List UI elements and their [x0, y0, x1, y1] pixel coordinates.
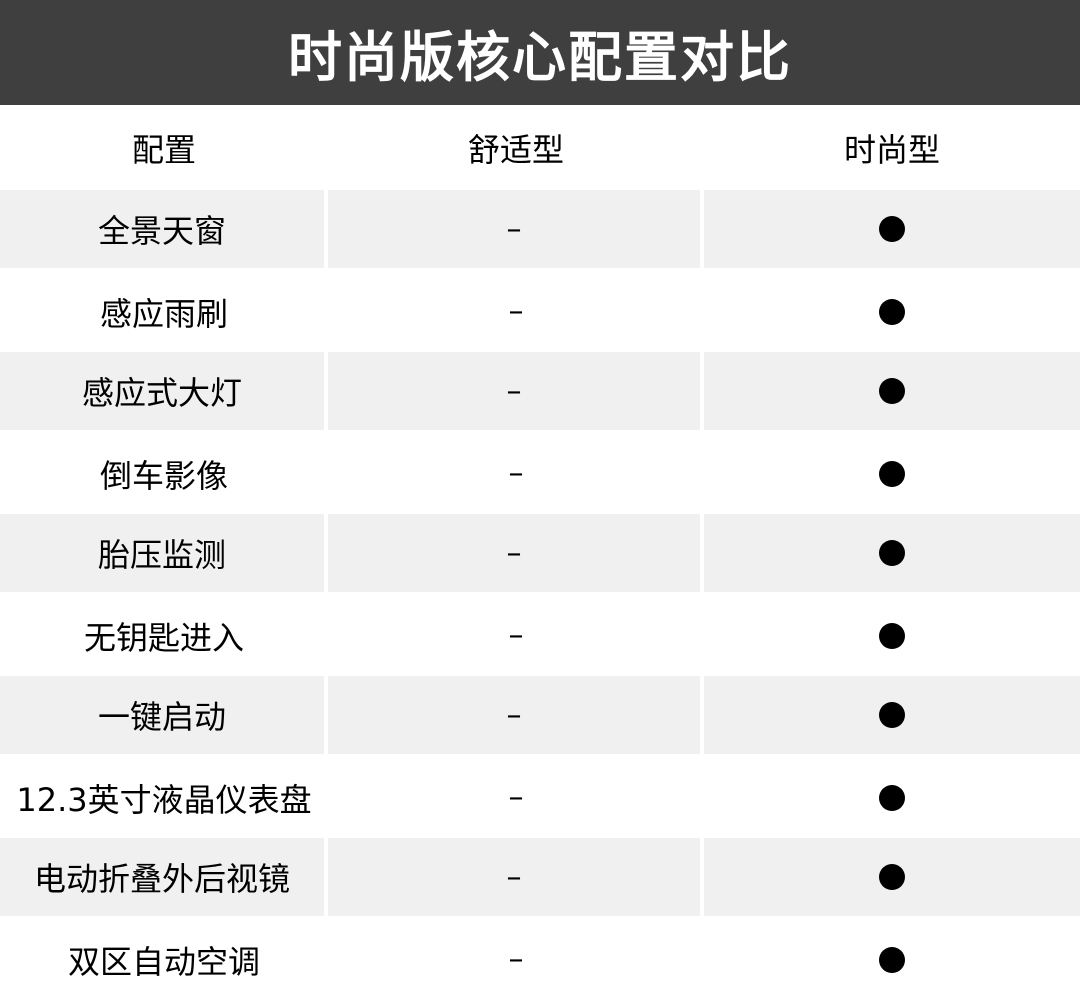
- comfort-value: –: [328, 838, 704, 919]
- comfort-value: –: [508, 294, 524, 329]
- fashion-value: [704, 352, 1080, 433]
- feature-name: 感应式大灯: [0, 352, 328, 433]
- fashion-value: [704, 838, 1080, 919]
- table-row: 感应式大灯 –: [0, 352, 1080, 433]
- comfort-value: –: [328, 676, 704, 757]
- header-config: 配置: [131, 130, 196, 169]
- fashion-value: [704, 514, 1080, 595]
- header-comfort: 舒适型: [467, 130, 564, 169]
- fashion-value: [704, 757, 1080, 838]
- fashion-value: [704, 595, 1080, 676]
- comfort-value: –: [508, 942, 524, 977]
- feature-name: 无钥匙进入: [83, 618, 244, 657]
- fashion-value: [704, 676, 1080, 757]
- feature-name: 胎压监测: [0, 514, 328, 595]
- fashion-value: [704, 190, 1080, 271]
- table-row: 一键启动 –: [0, 676, 1080, 757]
- table-row: 双区自动空调 –: [0, 919, 1080, 1000]
- table-row: 倒车影像 –: [0, 433, 1080, 514]
- standard-dot-icon: [879, 702, 905, 728]
- table-header: 配置 舒适型 时尚型: [0, 105, 1080, 190]
- table-row: 12.3英寸液晶仪表盘 –: [0, 757, 1080, 838]
- page-title: 时尚版核心配置对比: [0, 0, 1080, 105]
- standard-dot-icon: [879, 622, 905, 649]
- table-row: 全景天窗 –: [0, 190, 1080, 271]
- feature-name: 全景天窗: [0, 190, 328, 271]
- comfort-value: –: [328, 514, 704, 595]
- standard-dot-icon: [879, 784, 905, 811]
- feature-name: 一键启动: [0, 676, 328, 757]
- comfort-value: –: [508, 780, 524, 815]
- fashion-value: [704, 919, 1080, 1000]
- standard-dot-icon: [879, 298, 905, 325]
- standard-dot-icon: [879, 540, 905, 566]
- fashion-value: [704, 433, 1080, 514]
- feature-name: 倒车影像: [99, 456, 228, 495]
- table-body: 全景天窗 – 感应雨刷 – 感应式大灯 – 倒车影像 – 胎压监测 – 无钥匙进入 – 一键启动 –12.…: [0, 190, 1080, 1000]
- table-row: 胎压监测 –: [0, 514, 1080, 595]
- header-fashion: 时尚型: [843, 130, 940, 169]
- standard-dot-icon: [879, 864, 905, 890]
- feature-name: 电动折叠外后视镜: [0, 838, 328, 919]
- table-row: 无钥匙进入 –: [0, 595, 1080, 676]
- standard-dot-icon: [879, 378, 905, 404]
- fashion-value: [704, 271, 1080, 352]
- feature-name: 感应雨刷: [99, 294, 228, 333]
- comfort-value: –: [508, 456, 524, 491]
- feature-name: 双区自动空调: [67, 942, 260, 981]
- comfort-value: –: [328, 352, 704, 433]
- feature-name: 12.3英寸液晶仪表盘: [16, 780, 312, 819]
- table-row: 感应雨刷 –: [0, 271, 1080, 352]
- comfort-value: –: [508, 618, 524, 653]
- standard-dot-icon: [879, 216, 905, 242]
- comfort-value: –: [328, 190, 704, 271]
- standard-dot-icon: [879, 460, 905, 487]
- table-row: 电动折叠外后视镜 –: [0, 838, 1080, 919]
- standard-dot-icon: [879, 946, 905, 973]
